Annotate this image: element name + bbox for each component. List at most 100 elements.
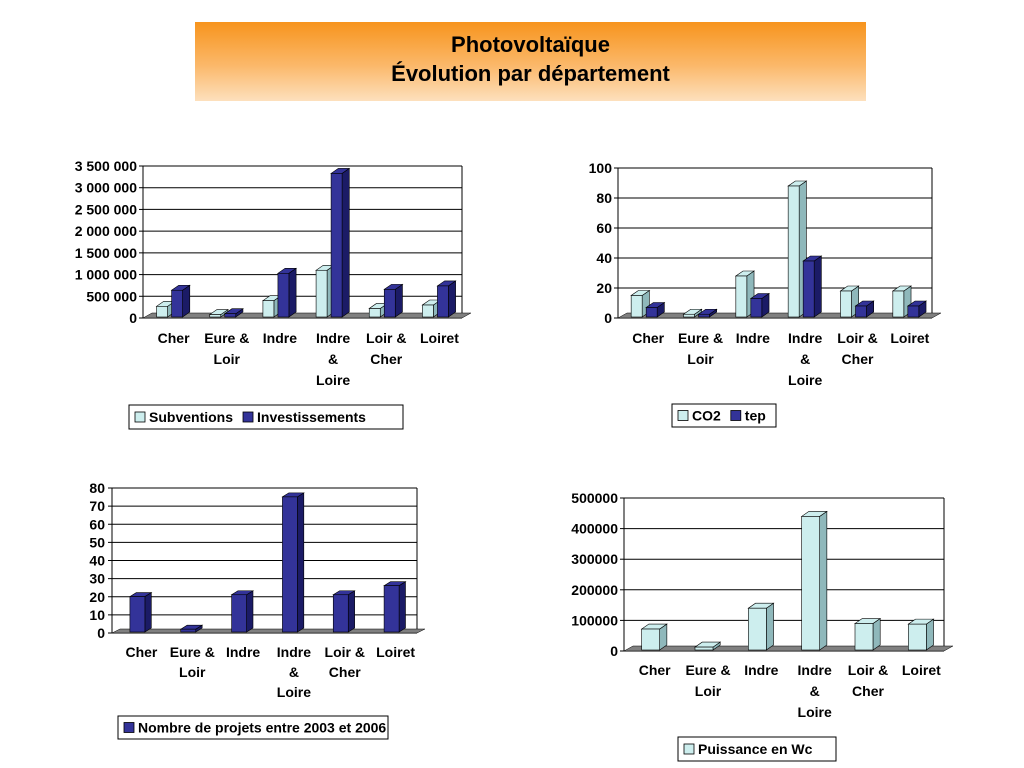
- x-category-label: Loiret: [420, 330, 459, 346]
- x-category-label: Indre & Loire: [277, 644, 311, 700]
- bar: [747, 602, 775, 651]
- y-tick-label: 500000: [571, 490, 618, 506]
- bar: [645, 301, 666, 318]
- x-category-label: Indre: [263, 330, 297, 346]
- y-tick-label: 70: [89, 498, 105, 514]
- y-tick-label: 60: [596, 220, 612, 236]
- legend: [128, 404, 404, 430]
- y-tick-label: 40: [596, 250, 612, 266]
- x-category-label: Eure & Loir: [204, 330, 249, 367]
- y-tick-label: 0: [610, 643, 618, 659]
- y-tick-label: 20: [89, 589, 105, 605]
- legend-swatch: [134, 411, 146, 423]
- x-category-label: Loiret: [376, 644, 415, 660]
- y-tick-label: 200000: [571, 582, 618, 598]
- y-tick-label: 1 500 000: [75, 245, 137, 261]
- page-title: Photovoltaïque: [451, 32, 610, 57]
- bar: [854, 617, 882, 651]
- x-category-label: Indre: [226, 644, 260, 660]
- y-tick-label: 3 000 000: [75, 180, 137, 196]
- y-tick-label: 1 000 000: [75, 267, 137, 283]
- bar: [383, 581, 407, 633]
- bar: [223, 308, 244, 318]
- bar: [332, 590, 356, 633]
- y-tick-label: 400000: [571, 521, 618, 537]
- bar: [906, 300, 927, 318]
- x-category-label: Indre: [736, 330, 770, 346]
- page-subtitle: Évolution par département: [391, 61, 670, 86]
- y-tick-label: 50: [89, 534, 105, 550]
- bar: [230, 590, 255, 633]
- x-category-label: Indre & Loire: [798, 662, 832, 720]
- x-category-label: Loiret: [890, 330, 929, 346]
- legend: [677, 736, 837, 762]
- y-tick-label: 0: [129, 310, 137, 326]
- y-tick-label: 60: [89, 516, 105, 532]
- legend-label: Subventions: [149, 409, 233, 425]
- legend-label: tep: [745, 408, 766, 424]
- x-category-label: Eure & Loir: [678, 330, 723, 367]
- y-tick-label: 100000: [571, 612, 618, 628]
- legend-label: Nombre de projets entre 2003 et 2006: [138, 720, 386, 736]
- y-tick-label: 10: [89, 607, 105, 623]
- legend-swatch: [242, 411, 254, 423]
- x-category-label: Cher: [632, 330, 664, 346]
- legend: [117, 715, 389, 740]
- bar: [640, 623, 668, 651]
- x-category-label: Loir & Cher: [366, 330, 406, 367]
- chart-floor: [623, 645, 954, 652]
- y-tick-label: 500 000: [86, 288, 137, 304]
- x-category-label: Loiret: [902, 662, 941, 678]
- bar: [787, 180, 808, 318]
- x-category-label: Indre: [744, 662, 778, 678]
- legend-swatch: [683, 743, 695, 755]
- y-tick-label: 300000: [571, 551, 618, 567]
- bar: [907, 618, 935, 651]
- bar: [802, 255, 823, 318]
- y-tick-label: 80: [89, 480, 105, 496]
- y-tick-label: 3 500 000: [75, 158, 137, 174]
- bar: [330, 167, 351, 318]
- y-tick-label: 20: [596, 280, 612, 296]
- legend-swatch: [677, 410, 689, 421]
- y-tick-label: 2 000 000: [75, 223, 137, 239]
- x-category-label: Cher: [158, 330, 190, 346]
- y-tick-label: 40: [89, 553, 105, 569]
- y-tick-label: 2 500 000: [75, 201, 137, 217]
- bar: [697, 308, 718, 318]
- x-category-label: Loir & Cher: [325, 644, 365, 680]
- bar: [128, 592, 153, 633]
- bar: [383, 283, 404, 318]
- bar: [179, 624, 204, 633]
- y-tick-label: 80: [596, 190, 612, 206]
- y-tick-label: 0: [97, 625, 105, 641]
- x-category-label: Cher: [639, 662, 671, 678]
- bar: [281, 492, 305, 633]
- y-tick-label: 100: [589, 160, 613, 176]
- legend-label: Puissance en Wc: [698, 741, 813, 757]
- x-category-label: Cher: [125, 644, 157, 660]
- y-tick-label: 0: [604, 310, 612, 326]
- legend-swatch: [730, 410, 742, 421]
- bar: [208, 308, 229, 318]
- legend-swatch: [123, 722, 135, 733]
- x-category-label: Loir & Cher: [837, 330, 877, 367]
- x-category-label: Indre & Loire: [788, 330, 822, 388]
- x-category-label: Eure & Loir: [685, 662, 730, 699]
- legend-label: CO2: [692, 408, 721, 424]
- bar: [276, 267, 298, 318]
- y-tick-label: 30: [89, 571, 105, 587]
- bar: [436, 280, 457, 318]
- bar: [694, 641, 722, 651]
- bar: [170, 284, 191, 318]
- bar: [800, 510, 828, 651]
- x-category-label: Eure & Loir: [170, 644, 215, 680]
- x-category-label: Indre & Loire: [316, 330, 350, 388]
- legend-label: Investissements: [257, 409, 366, 425]
- bar: [854, 300, 875, 318]
- bar: [749, 292, 770, 318]
